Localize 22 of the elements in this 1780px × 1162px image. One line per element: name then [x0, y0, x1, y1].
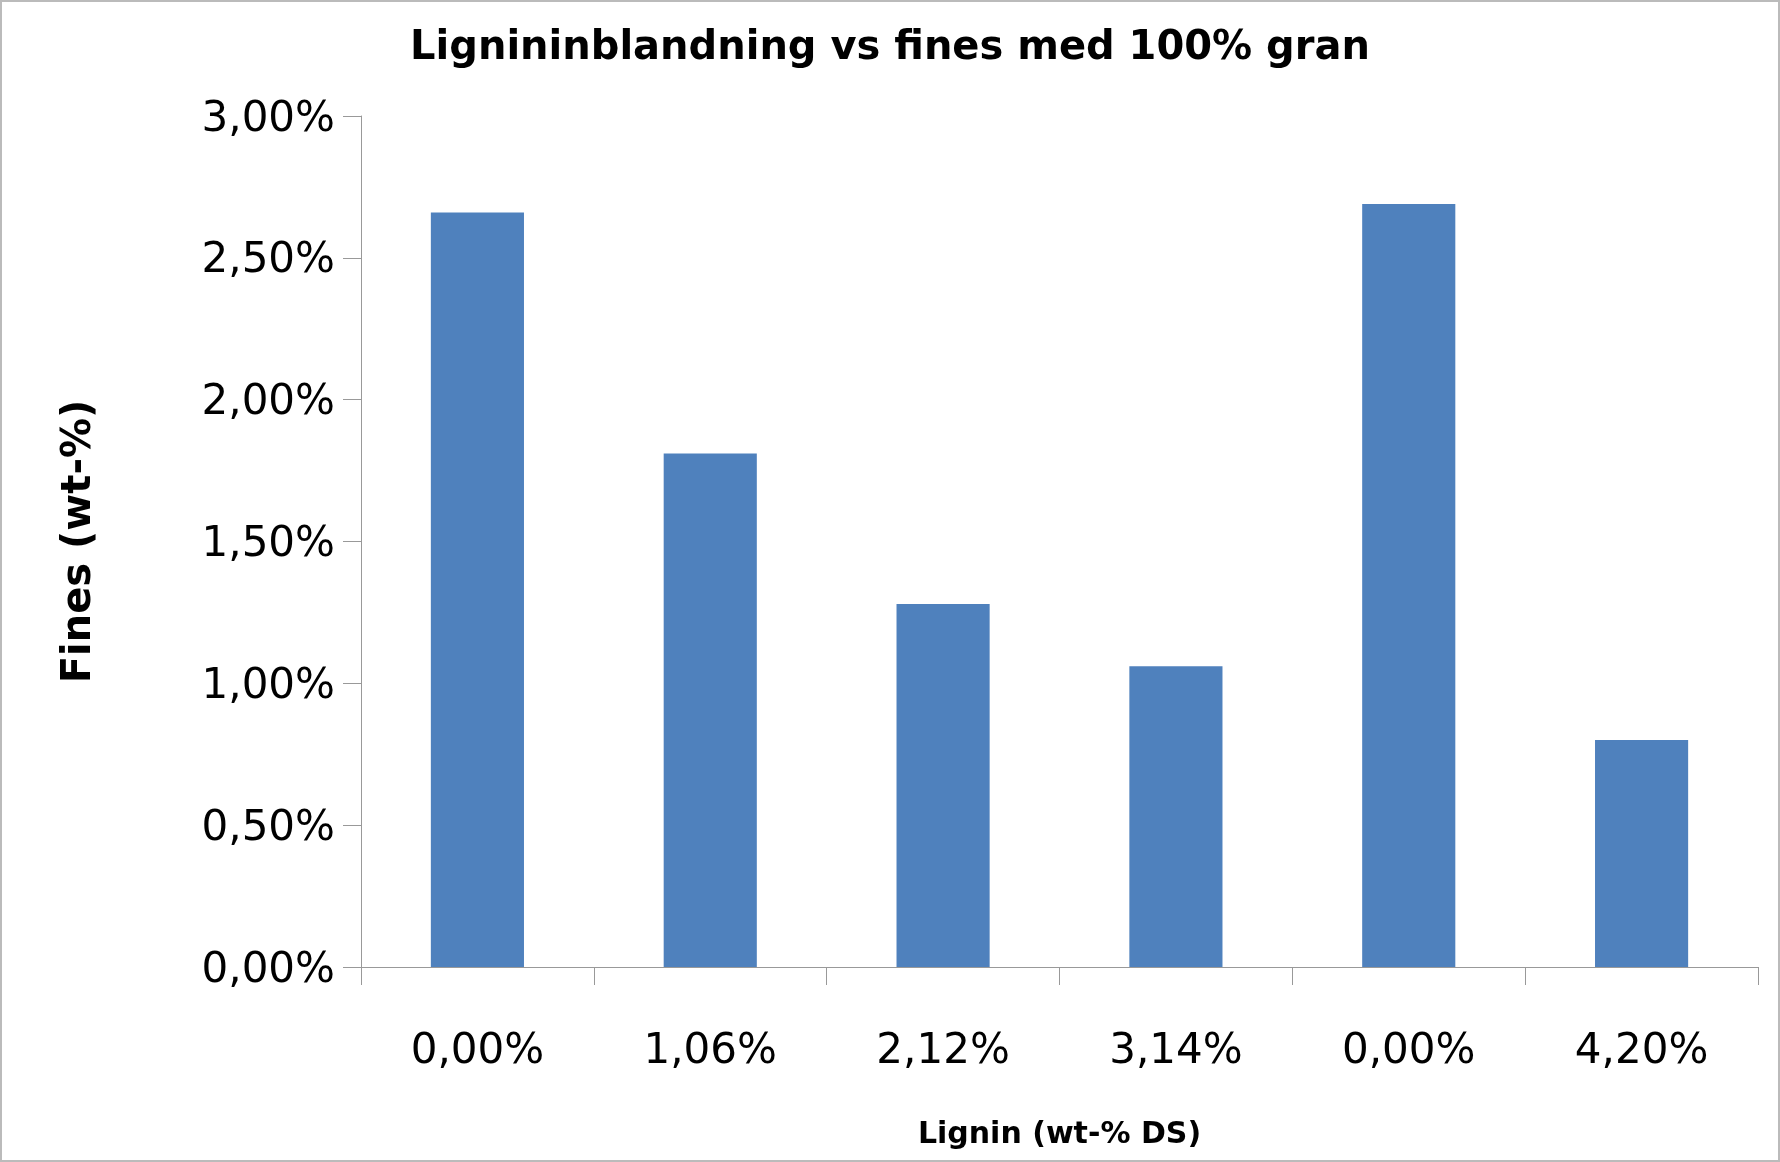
bar: [1362, 203, 1456, 967]
y-tick-label: 1,00%: [201, 658, 335, 708]
x-tick-label: 1,06%: [643, 1023, 777, 1073]
y-tick-label: 0,50%: [201, 800, 335, 850]
x-tick-label: 3,14%: [1109, 1023, 1243, 1073]
x-tick-label: 0,00%: [1342, 1023, 1476, 1073]
x-axis-title: Lignin (wt-% DS): [917, 1114, 1202, 1150]
bar: [430, 212, 524, 967]
y-tick-label: 2,50%: [201, 233, 335, 283]
bar: [1129, 666, 1223, 967]
y-tick-label: 0,00%: [201, 942, 335, 992]
y-tick-label: 1,50%: [201, 517, 335, 566]
bar: [663, 453, 757, 967]
x-tick-label: 4,20%: [1574, 1023, 1709, 1073]
bar: [896, 603, 990, 967]
x-tick-label: 2,12%: [876, 1023, 1010, 1073]
chart-title: Lignininblandning vs fines med 100% gran: [410, 22, 1370, 68]
y-tick-label: 2,00%: [201, 375, 335, 425]
x-tick-label: 0,00%: [410, 1023, 545, 1073]
bar: [1595, 740, 1689, 967]
y-axis-title: Fines (wt-%): [53, 399, 99, 684]
y-tick-label: 3,00%: [201, 91, 335, 141]
